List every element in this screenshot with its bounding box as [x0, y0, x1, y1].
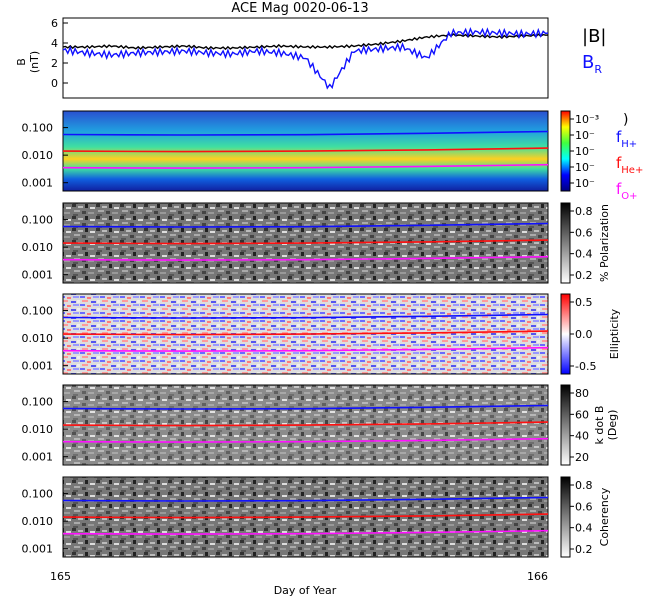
panel2-colorbar: [560, 110, 571, 192]
colorbar-tick-label: 0.4: [575, 248, 593, 261]
freq-tick-label: 0.001: [22, 451, 54, 464]
freq-tick-label: 0.100: [22, 214, 54, 227]
x-tick-165: 165: [50, 570, 71, 583]
freq-tick-label: 0.001: [22, 543, 54, 556]
colorbar-tick-label: 40: [575, 430, 589, 443]
series-line-b-total: [62, 33, 549, 51]
freq-tick-label: 0.010: [22, 515, 54, 528]
chart-title: ACE Mag 0020-06-13: [231, 1, 368, 16]
panel3-colorbar-ticks: 0.8 0.6 0.4 0.2: [570, 205, 593, 282]
x-axis-label: Day of Year: [274, 584, 337, 597]
panel1-frame: [62, 17, 549, 99]
gyrofrequency-lines: [62, 130, 549, 535]
frequency-axes: 0.100 0.010 0.001 0.100 0.010 0.001 0.100 0.010…: [22, 122, 68, 556]
freq-tick-label: 0.010: [22, 332, 54, 345]
legend-b-r: BR: [582, 52, 602, 76]
gyro-line-f-hplus: [62, 313, 549, 319]
panel5-cbar-label-1: k dot B: [593, 406, 606, 445]
panel6-colorbar: [560, 476, 571, 558]
gyro-line-f-oplus: [62, 437, 549, 443]
panel1-ylabel-2: (nT): [28, 51, 41, 73]
panel1-y-tick-label: 0: [51, 77, 58, 90]
freq-tick-label: 0.100: [22, 305, 54, 318]
colorbar-tick-label: 10⁻: [575, 177, 595, 190]
frequency-legend: fH+ fHe+ fO+: [616, 128, 643, 202]
colorbar-tick-label: 0.0: [575, 328, 593, 341]
gyro-line-f-hplus: [62, 222, 549, 228]
freq-tick-label: 0.100: [22, 488, 54, 501]
freq-tick-label: 0.100: [22, 122, 54, 135]
colorbar-tick-label: 80: [575, 387, 589, 400]
colorbar-tick-label: 0.4: [575, 522, 593, 535]
legend-item-f-heplus: fHe+: [616, 154, 643, 176]
panel3-colorbar: [560, 202, 571, 284]
panel4-colorbar: [560, 293, 571, 375]
gyro-line-f-heplus: [62, 239, 549, 245]
colorbar-tick-label: 10⁻: [575, 145, 595, 158]
panel6-cbar-label: Coherency: [598, 487, 611, 546]
colorbar-tick-label: 0.6: [575, 226, 593, 239]
colorbar-tick-label: 60: [575, 408, 589, 421]
freq-tick-label: 0.001: [22, 177, 54, 190]
colorbar-tick-label: 10⁻³: [575, 113, 599, 126]
panel3-frame: [62, 202, 549, 284]
panel5-cbar-label-2: (Deg): [606, 410, 619, 441]
colorbar-tick-label: 0.2: [575, 269, 593, 282]
panel1-y-ticks: 6 4 2 0: [51, 17, 68, 90]
gyro-line-f-heplus: [62, 421, 549, 427]
gyro-line-f-oplus: [62, 529, 549, 535]
legend-b-total: |B|: [582, 26, 606, 47]
legend-item-f-oplus: fO+: [616, 180, 638, 202]
colorbar-tick-label: 0.5: [575, 296, 593, 309]
colorbar-tick-label: 0.8: [575, 205, 593, 218]
gyro-line-f-hplus: [62, 130, 549, 136]
panel6-frame: [62, 476, 549, 558]
panel3-cbar-label: % Polarization: [598, 204, 611, 282]
freq-tick-label: 0.100: [22, 396, 54, 409]
freq-tick-label: 0.010: [22, 149, 54, 162]
panel1-ylabel-1: B: [15, 58, 28, 66]
colorbar-tick-label: 0.6: [575, 500, 593, 513]
gyro-line-f-oplus: [62, 346, 549, 352]
panel1-y-tick-label: 2: [51, 57, 58, 70]
panel4-colorbar-ticks: 0.5 0.0 -0.5: [570, 296, 596, 373]
freq-tick-label: 0.001: [22, 360, 54, 373]
panel5-frame: [62, 384, 549, 466]
freq-tick-label: 0.010: [22, 241, 54, 254]
gyro-line-f-oplus: [62, 163, 549, 169]
legend-item-f-hplus: fH+: [616, 128, 637, 150]
panel2-colorbar-ticks: 10⁻³ 10⁻ 10⁻ 10⁻ 10⁻: [570, 113, 599, 190]
colorbar-tick-label: 10⁻: [575, 161, 595, 174]
panel6-colorbar-ticks: 0.8 0.6 0.4 0.2: [570, 479, 593, 556]
colorbar-tick-label: 20: [575, 451, 589, 464]
colorbar-tick-label: 0.2: [575, 543, 593, 556]
colorbar-tick-label: 10⁻: [575, 129, 595, 142]
colorbar-tick-label: 0.8: [575, 479, 593, 492]
gyro-line-f-oplus: [62, 255, 549, 261]
panel2-frame: [62, 110, 549, 192]
freq-tick-label: 0.010: [22, 423, 54, 436]
freq-tick-label: 0.001: [22, 269, 54, 282]
panel4-cbar-label: Ellipticity: [608, 308, 621, 359]
gyro-line-f-hplus: [62, 496, 549, 502]
gyro-line-f-heplus: [62, 330, 549, 336]
series-line-b-r: [62, 26, 549, 90]
panel-magnetic-field: 6 4 2 0 B (nT) |B| BR: [15, 17, 606, 99]
panel5-colorbar: [560, 384, 571, 466]
panel5-colorbar-ticks: 80 60 40 20: [570, 387, 589, 464]
gyro-line-f-hplus: [62, 404, 549, 410]
x-tick-166: 166: [527, 570, 548, 583]
panel4-frame: [62, 293, 549, 375]
gyro-line-f-heplus: [62, 147, 549, 153]
gyro-line-f-heplus: [62, 513, 549, 519]
panel-power-spectrum: 10⁻³ 10⁻ 10⁻ 10⁻ 10⁻ ) fH+ fHe+ fO+: [62, 110, 643, 202]
colorbar-tick-label: -0.5: [575, 360, 596, 373]
panel1-y-tick-label: 6: [51, 17, 58, 30]
panel1-y-tick-label: 4: [51, 37, 58, 50]
panel2-cbar-paren: ): [623, 112, 628, 128]
